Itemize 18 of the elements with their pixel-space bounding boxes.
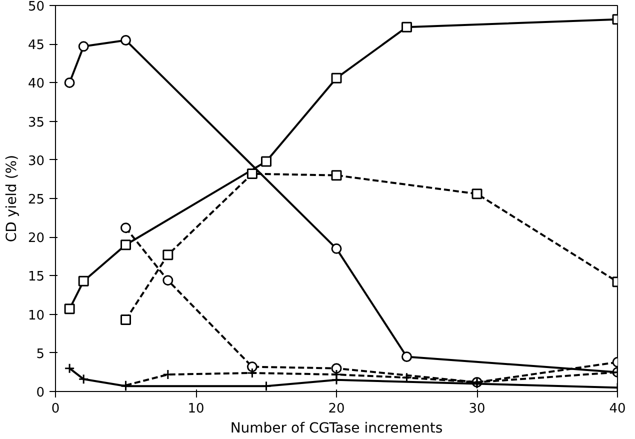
x-tick-label: 20 xyxy=(328,402,345,416)
y-tick-label: 0 xyxy=(36,386,45,400)
x-tick-label: 10 xyxy=(188,402,204,416)
y-axis-title: CD yield (%) xyxy=(4,154,20,242)
y-tick-label: 50 xyxy=(28,0,45,14)
x-tick-label: 40 xyxy=(609,402,626,416)
y-tick-label: 30 xyxy=(28,154,45,169)
y-tick-label: 20 xyxy=(28,231,45,246)
y-tick-label: 40 xyxy=(28,76,45,92)
y-tick-label: 5 xyxy=(36,346,45,362)
y-tick-label: 15 xyxy=(28,270,45,285)
y-tick-label: 10 xyxy=(28,308,45,324)
y-tick-label: 35 xyxy=(28,115,45,130)
y-tick-label: 45 xyxy=(28,38,45,54)
x-tick-label: 30 xyxy=(468,402,486,416)
x-axis-title: Number of CGTase increments xyxy=(230,420,443,436)
x-tick-label: 0 xyxy=(51,402,60,416)
y-tick-label: 25 xyxy=(28,192,45,208)
